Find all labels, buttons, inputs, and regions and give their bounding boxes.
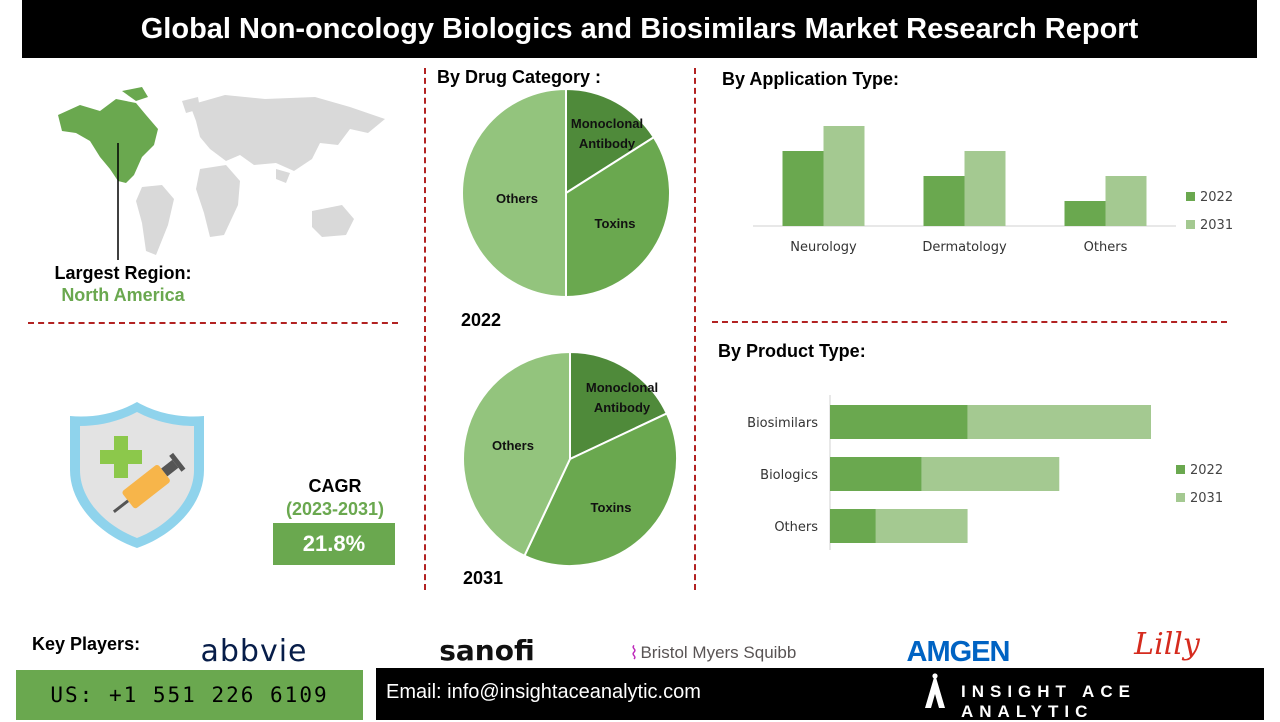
y-tick-label: Others <box>774 520 818 535</box>
pie-slice-label: Toxins <box>595 216 636 231</box>
product-bar-segment <box>875 509 968 543</box>
product-bar-segment <box>830 509 876 543</box>
pie-slice-label: Others <box>492 438 534 453</box>
application-bar <box>1105 176 1147 226</box>
product-type-title: By Product Type: <box>718 341 866 361</box>
largest-region-label: Largest Region: <box>54 263 192 283</box>
pie-slice <box>565 135 671 299</box>
application-bar <box>1064 201 1106 226</box>
product-bar-segment <box>830 405 968 439</box>
x-tick-label: Others <box>1084 240 1128 255</box>
lilly-logo: Lilly <box>1134 626 1200 662</box>
cagr-period: (2023-2031) <box>285 499 385 519</box>
insight-ace-logo-icon <box>925 673 945 708</box>
divider-left <box>424 68 426 590</box>
cagr-value: 21.8% <box>273 523 395 565</box>
x-tick-label: Neurology <box>790 240 857 255</box>
x-tick-label: Dermatology <box>922 240 1007 255</box>
legend-swatch <box>1176 465 1185 474</box>
abbvie-logo: abbvie <box>200 633 308 669</box>
legend-swatch <box>1186 220 1195 229</box>
pie-chart-2031: Monoclonal Antibody Toxins Others <box>462 350 678 567</box>
key-players-label: Key Players: <box>32 634 141 654</box>
y-tick-label: Biosimilars <box>747 416 818 431</box>
largest-region-value: North America <box>61 285 185 305</box>
legend-label: 2031 <box>1200 218 1233 233</box>
divider-application <box>712 321 1227 323</box>
pie-slice-label: Monoclonal Antibody <box>571 116 643 151</box>
cagr-label: CAGR <box>308 476 362 496</box>
product-bar-chart: Biosimilars Biologics Others 2022 2031 <box>747 395 1223 550</box>
pie-slice <box>569 350 669 461</box>
pie-slice <box>461 88 567 299</box>
product-bar-segment <box>830 457 922 491</box>
pie-chart-2022: Monoclonal Antibody Toxins Others <box>461 88 671 299</box>
world-map-icon <box>58 87 385 260</box>
pie-year-2031: 2031 <box>463 568 504 588</box>
application-bar-chart: Neurology Dermatology Others 2022 2031 <box>753 126 1233 255</box>
application-bar <box>782 151 824 226</box>
pie-year-2022: 2022 <box>461 310 502 330</box>
pie-slice <box>523 412 678 567</box>
divider-right <box>694 68 696 590</box>
legend-label: 2022 <box>1190 463 1223 478</box>
legend-label: 2031 <box>1190 491 1223 506</box>
bms-logo: ⌇ Bristol Myers Squibb <box>629 642 797 663</box>
pie-slice <box>462 350 571 558</box>
phone-number[interactable]: US: +1 551 226 6109 <box>16 670 363 720</box>
sanofi-logo: sanofi <box>439 633 535 667</box>
divider-region <box>28 322 398 324</box>
application-bar <box>964 151 1006 226</box>
brand-name: INSIGHT ACE ANALYTIC <box>961 682 1136 721</box>
email-address[interactable]: Email: info@insightaceanalytic.com <box>386 681 701 703</box>
report-title: Global Non-oncology Biologics and Biosim… <box>22 0 1257 58</box>
product-bar-segment <box>921 457 1060 491</box>
y-tick-label: Biologics <box>760 468 818 483</box>
email-bar: Email: info@insightaceanalytic.com INSIG… <box>376 668 1264 721</box>
legend-swatch <box>1176 493 1185 502</box>
bms-mark-icon: ⌇ <box>629 642 639 663</box>
application-bar <box>923 176 965 226</box>
legend-swatch <box>1186 192 1195 201</box>
amgen-logo: AMGEN <box>906 635 1011 668</box>
shield-medical-icon <box>70 402 204 548</box>
application-bar <box>823 126 865 226</box>
product-bar-segment <box>967 405 1151 439</box>
pie-slice-label: Monoclonal Antibody <box>586 380 658 415</box>
pie-slice-label: Toxins <box>591 500 632 515</box>
drug-category-title: By Drug Category : <box>437 67 602 87</box>
pie-slice-label: Others <box>496 191 538 206</box>
pie-slice <box>565 88 656 195</box>
application-type-title: By Application Type: <box>722 69 900 89</box>
legend-label: 2022 <box>1200 190 1233 205</box>
